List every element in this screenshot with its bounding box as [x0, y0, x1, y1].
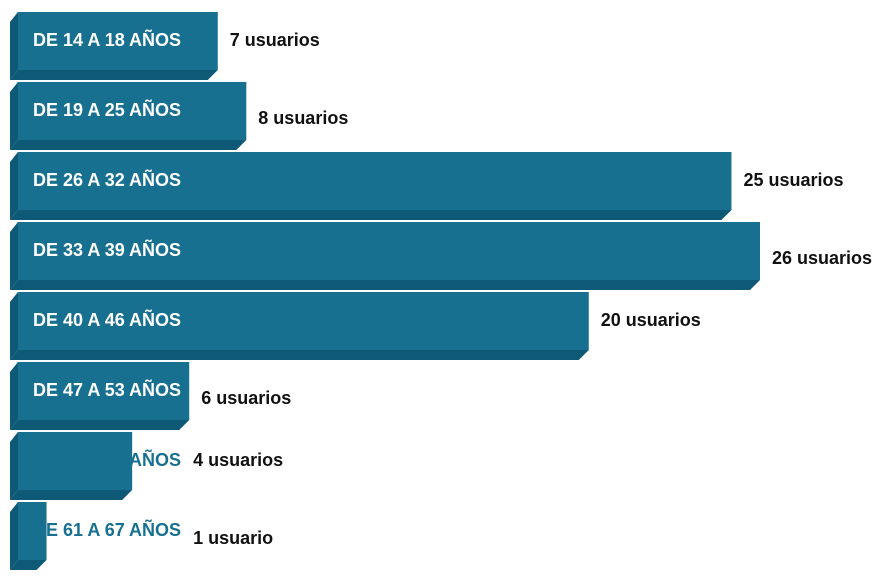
bar-side: [10, 432, 18, 500]
category-label: DE 19 A 25 AÑOS: [33, 99, 181, 120]
bar-side: [10, 12, 18, 80]
value-label: 25 usuarios: [743, 170, 843, 190]
bar-bottom: [10, 280, 760, 290]
value-label: 6 usuarios: [201, 388, 291, 408]
value-label: 26 usuarios: [772, 248, 872, 268]
category-label: DE 40 A 46 AÑOS: [33, 309, 181, 330]
bar: [18, 222, 760, 280]
value-label: 4 usuarios: [193, 450, 283, 470]
bar: [18, 12, 218, 70]
bar-side: [10, 82, 18, 150]
bar-side: [10, 362, 18, 430]
bar-bottom: [10, 350, 589, 360]
bar-bottom: [10, 70, 218, 80]
bar: [18, 432, 133, 490]
category-label: DE 14 A 18 AÑOS: [33, 29, 181, 50]
category-label: DE 61 A 67 AÑOS: [33, 519, 181, 540]
bar: [18, 362, 190, 420]
value-label: 8 usuarios: [258, 108, 348, 128]
bar-bottom: [10, 210, 732, 220]
bar-side: [10, 502, 18, 570]
category-label: DE 47 A 53 AÑOS: [33, 379, 181, 400]
category-label: DE 26 A 32 AÑOS: [33, 169, 181, 190]
category-label: DE 33 A 39 AÑOS: [33, 239, 181, 260]
bar: [18, 82, 247, 140]
bar-bottom: [10, 420, 190, 430]
value-label: 20 usuarios: [601, 310, 701, 330]
bar: [18, 502, 47, 560]
value-label: 1 usuario: [193, 528, 273, 548]
bar-bottom: [10, 490, 133, 500]
value-label: 7 usuarios: [230, 30, 320, 50]
bar-bottom: [10, 560, 47, 570]
bar: [18, 292, 589, 350]
bar: [18, 152, 732, 210]
bar-side: [10, 292, 18, 360]
category-label: DE 54 A 60 AÑOS: [33, 449, 181, 470]
bar-side: [10, 222, 18, 290]
bar-side: [10, 152, 18, 220]
bar-bottom: [10, 140, 247, 150]
